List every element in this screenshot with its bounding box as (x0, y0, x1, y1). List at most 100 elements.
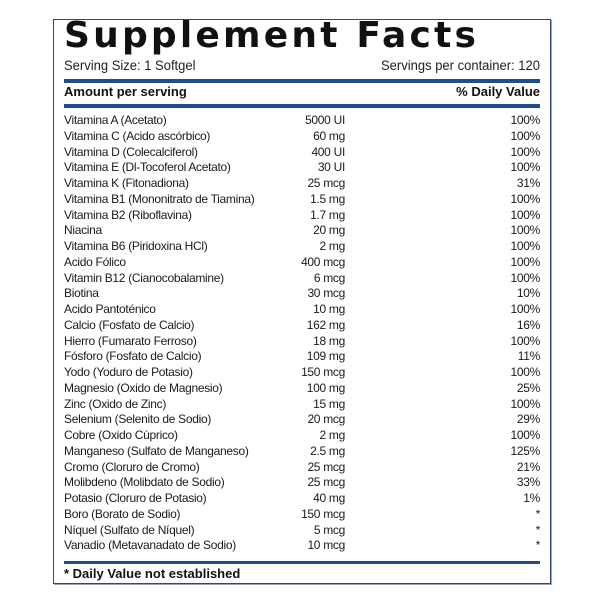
nutrient-daily-value: 100% (510, 144, 541, 159)
nutrient-amount: 162 mg (306, 317, 346, 332)
header-daily-value: % Daily Value (456, 84, 540, 99)
nutrient-daily-value: 100% (510, 254, 541, 269)
nutrient-daily-value: 10% (516, 286, 540, 301)
nutrient-amount: 20 mcg (307, 412, 345, 427)
nutrient-row: Fósforo (Fosfato de Calcio) 109 mg 11% (64, 349, 540, 365)
nutrient-amount: 30 mcg (307, 286, 345, 301)
nutrient-row: Selenium (Selenito de Sodio) 20 mcg 29% (64, 412, 540, 428)
nutrient-row: Vitamina A (Acetato) 5000 UI 100% (64, 113, 540, 129)
nutrient-row: Vitamin B12 (Cianocobalamine) 6 mcg 100% (64, 271, 540, 287)
nutrient-row: Yodo (Yoduro de Potasio) 150 mcg 100% (64, 365, 540, 381)
nutrient-name: Vitamina K (Fitonadiona) (64, 176, 189, 190)
nutrient-row: Molibdeno (Molibdato de Sodio) 25 mcg 33% (64, 475, 540, 491)
supplement-facts-panel: Supplement Facts Serving Size: 1 Softgel… (53, 15, 551, 584)
nutrient-amount: 400 mcg (301, 254, 345, 269)
nutrient-daily-value: 100% (510, 191, 541, 206)
nutrient-row: Niacina 20 mg 100% (64, 223, 540, 239)
nutrient-daily-value: * (535, 522, 541, 537)
nutrient-name: Biotina (64, 286, 99, 301)
nutrient-daily-value: 100% (510, 428, 541, 442)
nutrient-name: Boro (Borato de Sodio) (64, 506, 181, 521)
nutrient-row: Calcio (Fosfato de Calcio) 162 mg 16% (64, 318, 540, 334)
nutrient-amount: 60 mg (313, 128, 345, 143)
nutrient-row: Vitamina D (Colecalciferol) 400 UI 100% (64, 145, 540, 161)
panel-title: Supplement Facts (64, 15, 480, 56)
nutrient-amount: 25 mcg (307, 475, 345, 490)
nutrient-daily-value: 100% (510, 270, 541, 285)
nutrient-amount: 100 mg (306, 380, 346, 395)
nutrient-row: Vitamina B1 (Mononitrato de Tiamina) 1.5 … (64, 192, 540, 208)
nutrient-daily-value: 11% (517, 349, 541, 364)
nutrient-name: Níquel (Sulfato de Níquel) (64, 522, 195, 537)
nutrient-daily-value: 100% (510, 223, 541, 238)
nutrient-name: Cobre (Oxido Cúprico) (64, 428, 178, 442)
nutrient-name: Acido Fólico (64, 254, 126, 269)
nutrient-name: Vitamin B12 (Cianocobalamine) (64, 270, 224, 285)
nutrient-name: Vitamina B6 (Piridoxina HCl) (64, 239, 208, 253)
nutrient-amount: 30 UI (317, 160, 345, 175)
nutrient-amount: 2 mg (319, 428, 346, 442)
nutrient-row: Biotina 30 mcg 10% (64, 286, 540, 302)
nutrient-daily-value: 100% (510, 128, 541, 143)
nutrient-name: Calcio (Fosfato de Calcio) (64, 317, 195, 332)
column-header: Amount per serving % Daily Value (64, 84, 540, 102)
nutrient-amount: 150 mcg (301, 506, 345, 521)
nutrient-amount: 400 UI (311, 144, 345, 159)
nutrient-daily-value: 16% (516, 317, 540, 332)
nutrient-name: Vitamina A (Acetato) (64, 113, 167, 127)
nutrient-name: Magnesio (Oxido de Magnesio) (64, 380, 223, 395)
nutrient-name: Vitamina B1 (Mononitrato de Tiamina) (64, 191, 255, 206)
nutrient-amount: 15 mg (313, 396, 345, 411)
nutrient-row: Vitamina E (Dl-Tocoferol Acetato) 30 UI 10… (64, 160, 540, 176)
nutrient-row: Acido Pantoténico 10 mg 100% (64, 302, 540, 318)
nutrient-daily-value: 31% (516, 176, 540, 190)
nutrient-name: Manganeso (Sulfato de Manganeso) (64, 443, 249, 458)
nutrient-row: Manganeso (Sulfato de Manganeso) 2.5 mg 12… (64, 444, 540, 460)
header-amount: Amount per serving (64, 84, 187, 99)
nutrient-daily-value: 25% (516, 380, 540, 395)
nutrient-name: Vanadio (Metavanadato de Sodio) (64, 538, 236, 553)
divider-rule (64, 561, 540, 564)
nutrient-daily-value: 29% (516, 412, 540, 427)
serving-info: Serving Size: 1 Softgel Servings per con… (64, 58, 540, 77)
nutrient-amount: 6 mcg (313, 270, 345, 285)
nutrient-row: Vitamina C (Acido ascórbico) 60 mg 100% (64, 129, 540, 145)
nutrient-daily-value: * (535, 538, 541, 553)
nutrient-row: Boro (Borato de Sodio) 150 mcg * (64, 507, 540, 523)
nutrient-amount: 2.5 mg (310, 443, 345, 458)
nutrient-name: Cromo (Cloruro de Cromo) (64, 459, 200, 474)
nutrient-amount: 10 mcg (307, 538, 345, 553)
nutrient-name: Acido Pantoténico (64, 302, 156, 316)
nutrient-row: Vanadio (Metavanadato de Sodio) 10 mcg * (64, 538, 540, 554)
nutrient-row: Vitamina B6 (Piridoxina HCl) 2 mg 100% (64, 239, 540, 255)
nutrient-daily-value: 100% (510, 207, 541, 222)
nutrient-daily-value: 100% (510, 239, 541, 253)
nutrient-name: Vitamina C (Acido ascórbico) (64, 128, 211, 143)
nutrient-daily-value: 100% (510, 396, 541, 411)
nutrient-row: Magnesio (Oxido de Magnesio) 100 mg 25% (64, 381, 540, 397)
nutrient-daily-value: 21% (516, 459, 540, 474)
nutrient-name: Hierro (Fumarato Ferroso) (64, 333, 197, 348)
nutrient-name: Potasio (Cloruro de Potasio) (64, 491, 207, 505)
servings-per-container: Servings per container: 120 (381, 57, 540, 74)
nutrient-row: Potasio (Cloruro de Potasio) 40 mg 1% (64, 491, 540, 507)
nutrient-list: Vitamina A (Acetato) 5000 UI 100% Vitamina … (64, 113, 540, 554)
nutrient-daily-value: 33% (516, 475, 540, 490)
nutrient-daily-value: 100% (510, 113, 541, 127)
nutrient-name: Yodo (Yoduro de Potasio) (64, 365, 193, 379)
nutrient-amount: 5000 UI (305, 113, 345, 127)
nutrient-daily-value: 100% (510, 365, 541, 379)
nutrient-amount: 20 mg (313, 223, 345, 238)
divider-rule (64, 79, 540, 83)
nutrient-amount: 10 mg (313, 302, 345, 316)
nutrient-daily-value: 100% (510, 302, 541, 316)
nutrient-daily-value: 1% (523, 491, 540, 505)
nutrient-name: Molibdeno (Molibdato de Sodio) (64, 475, 225, 490)
nutrient-row: Hierro (Fumarato Ferroso) 18 mg 100% (64, 334, 540, 350)
nutrient-amount: 25 mcg (307, 459, 345, 474)
nutrient-name: Vitamina B2 (Riboflavina) (64, 207, 192, 222)
nutrient-daily-value: 125% (510, 443, 541, 458)
nutrient-amount: 18 mg (313, 333, 345, 348)
nutrient-name: Zinc (Oxido de Zinc) (64, 396, 167, 411)
nutrient-amount: 2 mg (319, 239, 346, 253)
